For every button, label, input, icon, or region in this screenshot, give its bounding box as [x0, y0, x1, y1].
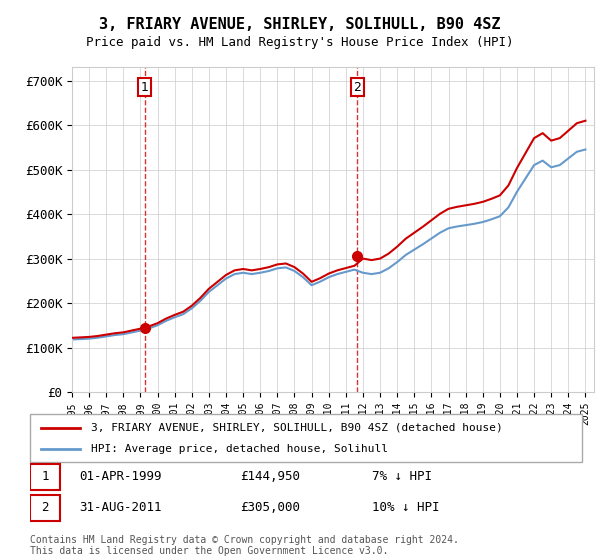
Text: 31-AUG-2011: 31-AUG-2011: [80, 501, 162, 514]
Text: 2: 2: [353, 81, 361, 94]
Text: 1: 1: [141, 81, 149, 94]
FancyBboxPatch shape: [30, 414, 582, 462]
Text: 3, FRIARY AVENUE, SHIRLEY, SOLIHULL, B90 4SZ: 3, FRIARY AVENUE, SHIRLEY, SOLIHULL, B90…: [99, 17, 501, 32]
Text: 2: 2: [41, 501, 49, 514]
Text: 01-APR-1999: 01-APR-1999: [80, 470, 162, 483]
Text: 3, FRIARY AVENUE, SHIRLEY, SOLIHULL, B90 4SZ (detached house): 3, FRIARY AVENUE, SHIRLEY, SOLIHULL, B90…: [91, 423, 502, 433]
Text: HPI: Average price, detached house, Solihull: HPI: Average price, detached house, Soli…: [91, 444, 388, 454]
Text: Contains HM Land Registry data © Crown copyright and database right 2024.
This d: Contains HM Land Registry data © Crown c…: [30, 535, 459, 557]
Text: £305,000: £305,000: [240, 501, 300, 514]
Text: 7% ↓ HPI: 7% ↓ HPI: [372, 470, 432, 483]
Text: 10% ↓ HPI: 10% ↓ HPI: [372, 501, 440, 514]
Text: Price paid vs. HM Land Registry's House Price Index (HPI): Price paid vs. HM Land Registry's House …: [86, 36, 514, 49]
FancyBboxPatch shape: [30, 494, 61, 521]
Text: 1: 1: [41, 470, 49, 483]
FancyBboxPatch shape: [30, 464, 61, 489]
Text: £144,950: £144,950: [240, 470, 300, 483]
